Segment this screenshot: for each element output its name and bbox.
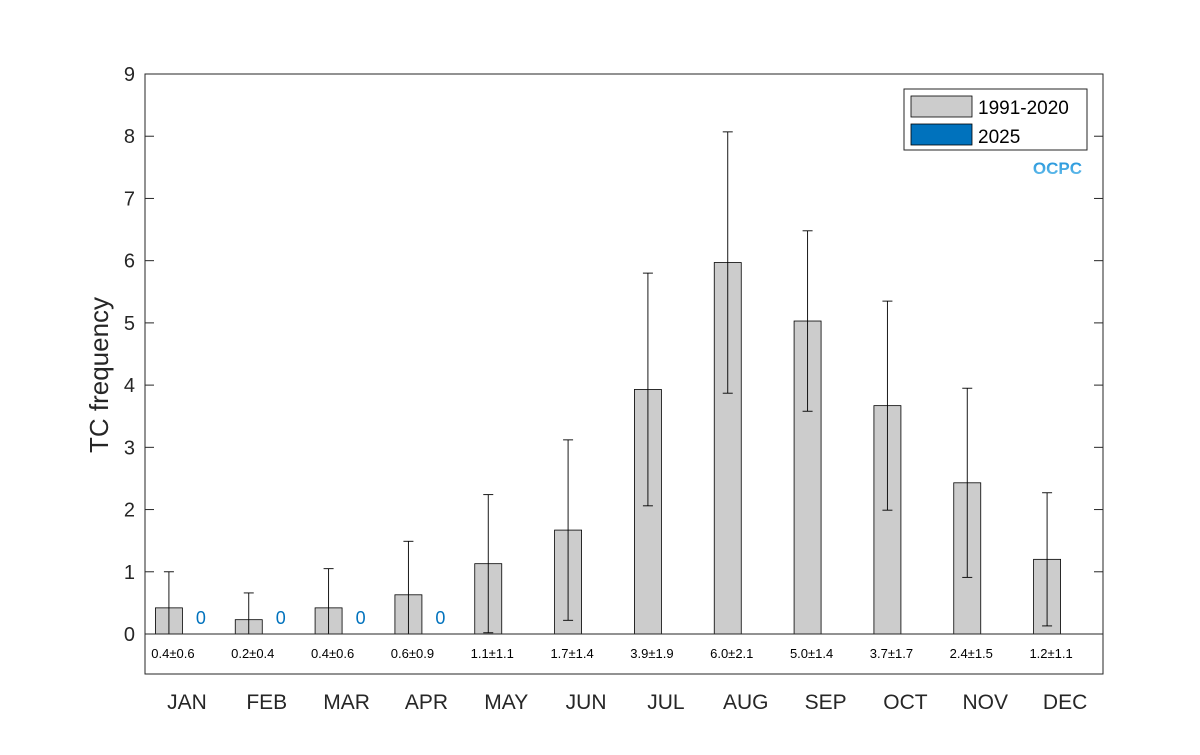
- plot-area: [144, 73, 1104, 675]
- legend-label-2025: 2025: [978, 127, 1020, 148]
- mean-std-label: 0.4±0.6: [151, 646, 194, 661]
- month-label: DEC: [1043, 691, 1087, 714]
- mean-std-label: 6.0±2.1: [710, 646, 753, 661]
- y-tick-label: 0: [124, 624, 135, 646]
- month-label: APR: [405, 691, 448, 714]
- mean-std-label: 3.7±1.7: [870, 646, 913, 661]
- mean-std-label: 1.2±1.1: [1029, 646, 1072, 661]
- month-label: NOV: [962, 691, 1008, 714]
- month-label: JAN: [167, 691, 207, 714]
- value-2025-label: 0: [276, 608, 286, 628]
- y-tick-label: 9: [124, 64, 135, 86]
- mean-std-label: 0.2±0.4: [231, 646, 274, 661]
- y-tick-label: 4: [124, 375, 135, 397]
- logo-text: OCPC: [1033, 159, 1082, 178]
- ocpc-logo: OCPC: [1033, 159, 1082, 178]
- y-tick-label: 5: [124, 313, 135, 335]
- value-2025-label: 0: [435, 608, 445, 628]
- bars-layer: [155, 131, 1061, 635]
- y-tick-label: 2: [124, 500, 135, 522]
- plot-frame: [144, 73, 1104, 675]
- month-label: JUN: [566, 691, 607, 714]
- mean-std-label: 5.0±1.4: [790, 646, 833, 661]
- month-label: SEP: [805, 691, 847, 714]
- month-label: OCT: [883, 691, 928, 714]
- mean-std-label: 1.1±1.1: [471, 646, 514, 661]
- legend: 1991-2020 2025: [903, 88, 1088, 151]
- value-2025-label: 0: [196, 608, 206, 628]
- month-label: JUL: [647, 691, 684, 714]
- legend-swatch-climatology: [910, 95, 973, 118]
- y-tick-label: 6: [124, 251, 135, 273]
- month-label: AUG: [723, 691, 769, 714]
- mean-std-label: 2.4±1.5: [950, 646, 993, 661]
- y-tick-label: 8: [124, 126, 135, 148]
- axes-layer: 0 1 2 3 4 5 6 7 8 9: [124, 64, 1103, 646]
- labels-layer: 0 0.4±0.6 JAN 0 0.2±0.4 FEB 0 0.4±0.6 MAR 0 0.6±0.…: [151, 608, 1087, 714]
- month-label: FEB: [246, 691, 287, 714]
- y-tick-label: 3: [124, 437, 135, 459]
- y-tick-label: 7: [124, 188, 135, 210]
- legend-swatch-2025: [910, 123, 973, 146]
- y-axis-label: TC frequency: [84, 297, 114, 453]
- mean-std-label: 3.9±1.9: [630, 646, 673, 661]
- mean-std-label: 0.6±0.9: [391, 646, 434, 661]
- y-tick-label: 1: [124, 562, 135, 584]
- mean-std-label: 1.7±1.4: [550, 646, 593, 661]
- value-2025-label: 0: [356, 608, 366, 628]
- mean-std-label: 0.4±0.6: [311, 646, 354, 661]
- month-label: MAR: [323, 691, 370, 714]
- month-label: MAY: [484, 691, 528, 714]
- legend-label-climatology: 1991-2020: [978, 98, 1069, 119]
